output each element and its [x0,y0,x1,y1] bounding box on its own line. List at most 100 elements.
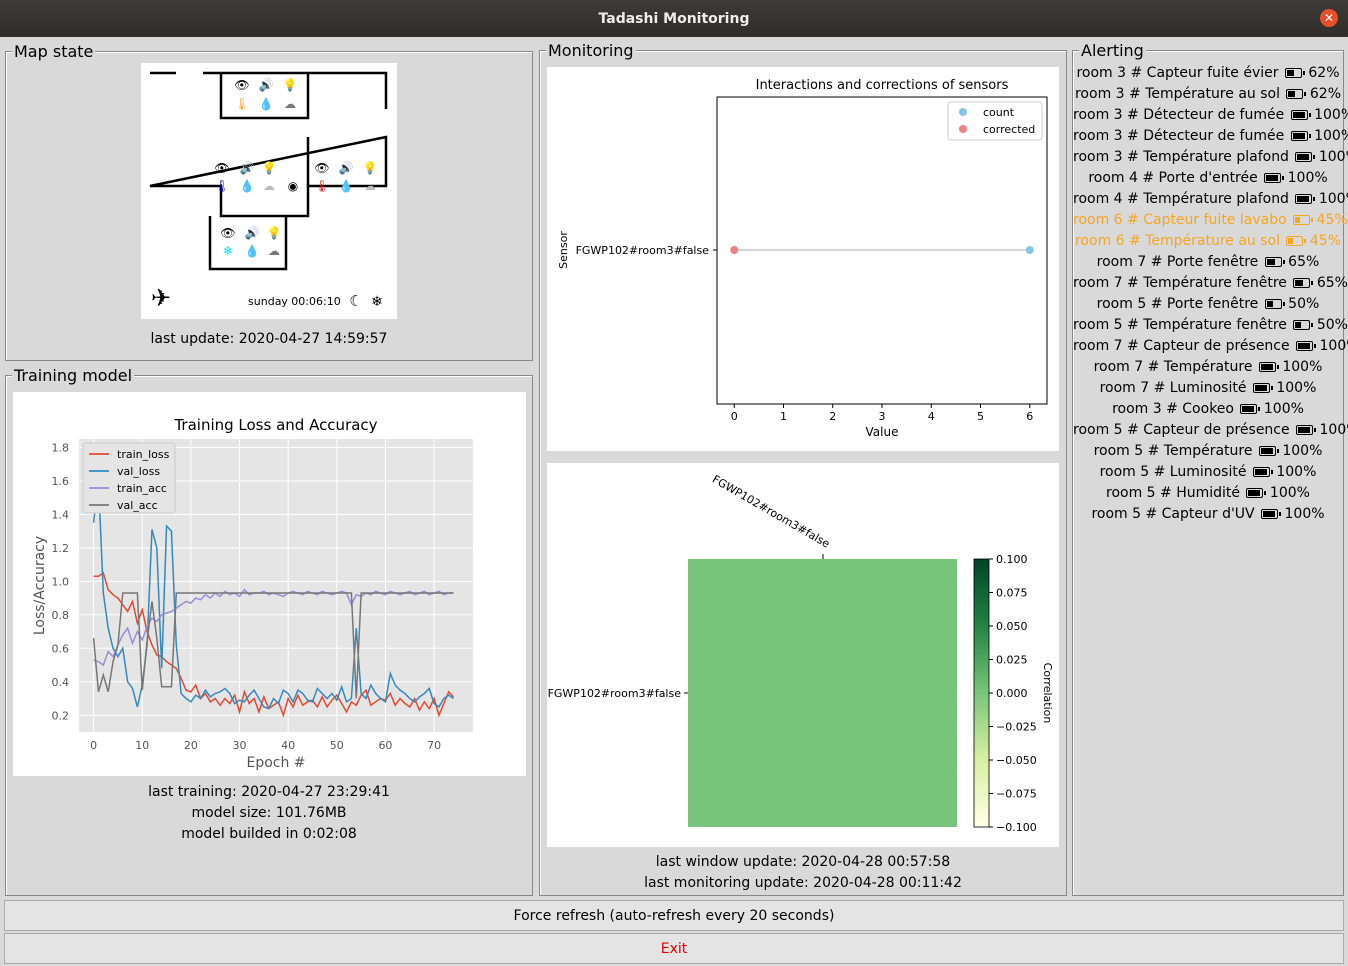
series-line-val_loss [92,480,454,710]
alert-text: room 7 # Température [1093,359,1257,375]
legend-label: corrected [983,123,1035,136]
colorbar-tick-label: 0.075 [996,587,1028,600]
chart-legend: train_loss val_loss train_acc val_acc [82,442,176,514]
battery-level: 65% [1312,275,1348,291]
speaker-icon: 🔊 [259,77,274,92]
x-tick-label: 0 [731,410,738,423]
last-window-update: last window update: 2020-04-28 00:57:58 [655,854,951,870]
battery-icon [1284,68,1305,78]
map-canvas: 👁 🔊 💡 🌡 💧 ☁ 👁 🔊 💡 🌡 💧 ☁ ◉ 👁 🔊 💡 🌡 💧 ☁ [141,63,397,319]
monitoring-frame: Monitoring Interactions and corrections … [539,42,1067,896]
correlation-chart-panel: FGWP102#room3#false FGWP102#room3#false 0.… [547,463,1059,847]
training-chart-panel: 0 10 20 30 40 50 60 70 0.2 0.4 0.6 0.8 1.0 1.2 1.4 1.6 1… [13,392,526,776]
battery-icon [1286,236,1307,246]
thermometer-icon: 🌡 [314,179,329,193]
snowflake-icon: ❄ [371,294,383,310]
close-button[interactable]: ✕ [1320,9,1338,27]
alert-text: room 5 # Luminosité [1099,464,1251,480]
x-tick-label: 10 [135,739,149,752]
battery-level: 100% [1259,401,1304,417]
battery-icon [1261,509,1282,519]
correlation-heatmap: FGWP102#room3#false FGWP102#room3#false 0.… [548,473,1054,834]
alert-item: room 4 # Porte d'entrée 100% [1073,168,1343,189]
alert-item: room 5 # Capteur de présence 100% [1073,420,1348,441]
airplane-icon: ✈ [151,284,171,312]
alert-item: room 3 # Température au sol 62% [1073,84,1343,105]
battery-icon [1258,446,1279,456]
water-drop-icon: 💧 [245,244,260,258]
chart-legend: count corrected [947,101,1043,141]
battery-level: 50% [1283,296,1320,312]
alert-item: room 4 # Température plafond 100% [1073,189,1348,210]
alert-text: room 7 # Température fenêtre [1073,275,1292,291]
last-training: last training: 2020-04-27 23:29:41 [148,784,390,800]
x-tick-label: FGWP102#room3#false [710,473,832,551]
force-refresh-button[interactable]: Force refresh (auto-refresh every 20 sec… [4,900,1344,931]
eye-icon: 👁 [314,161,329,175]
alert-item: room 7 # Luminosité 100% [1073,378,1343,399]
y-tick-label: 1.0 [52,575,70,588]
thermometer-icon: 🌡 [234,97,249,111]
battery-icon [1246,488,1267,498]
y-tick-label: 1.2 [52,542,70,555]
battery-level: 45% [1305,233,1342,249]
y-tick-label: FGWP102#room3#false [576,244,710,257]
alert-item: room 3 # Température plafond 100% [1073,147,1348,168]
x-tick-label: 40 [281,739,295,752]
colorbar-tick-label: −0.100 [996,821,1037,834]
speaker-icon: 🔊 [245,225,260,240]
x-tick-label: 4 [928,410,935,423]
eye-icon: 👁 [234,78,249,92]
cookeo-icon: ◉ [288,179,298,193]
training-model-title: Training model [12,366,135,385]
alert-item: room 3 # Détecteur de fumée 100% [1073,126,1348,147]
x-tick-label: 2 [829,410,836,423]
last-monitoring-update: last monitoring update: 2020-04-28 00:11… [644,875,962,891]
alert-item: room 5 # Luminosité 100% [1073,462,1343,483]
battery-level: 100% [1277,443,1323,459]
battery-icon [1286,89,1307,99]
alert-text: room 7 # Luminosité [1099,380,1251,396]
y-axis-label: Loss/Accuracy [32,536,48,635]
y-tick-label: 1.8 [52,441,70,454]
alert-item: room 3 # Détecteur de fumée 100% [1073,105,1348,126]
battery-icon [1295,194,1316,204]
battery-icon [1293,278,1314,288]
battery-level: 100% [1318,191,1348,207]
alert-text: room 7 # Capteur de présence [1073,338,1295,354]
interactions-corrections-chart: Interactions and corrections of sensors 0… [557,78,1048,439]
x-tick-label: 6 [1026,410,1033,423]
y-tick-label: 0.6 [52,642,70,655]
x-tick-label: 3 [879,410,886,423]
x-tick-label: 60 [378,739,392,752]
battery-level: 100% [1271,380,1317,396]
battery-level: 100% [1314,107,1348,123]
colorbar [973,558,990,828]
heatmap-cell [688,559,957,827]
speaker-icon: 🔊 [240,160,255,175]
x-tick-label: 50 [330,739,344,752]
alert-item: room 7 # Température 100% [1073,357,1343,378]
bulb-icon: 💡 [363,161,378,175]
colorbar-tick-label: −0.050 [996,754,1037,767]
alert-text: room 6 # Capteur fuite lavabo [1073,212,1292,228]
colorbar-tick-label: 0.100 [996,553,1028,566]
map-day: sunday [248,295,288,308]
alert-item: room 7 # Température fenêtre 65% [1073,273,1348,294]
battery-icon [1258,362,1279,372]
battery-level: 62% [1305,86,1342,102]
y-tick-label: 0.4 [52,676,70,689]
alert-text: room 5 # Capteur de présence [1073,422,1295,438]
battery-icon [1264,257,1285,267]
exit-button[interactable]: Exit [4,933,1344,964]
water-drop-icon: 💧 [259,97,274,111]
window-title: Tadashi Monitoring [598,10,750,27]
alert-item: room 3 # Capteur fuite évier 62% [1073,63,1343,84]
series-line-train_loss [93,571,455,718]
alert-text: room 3 # Détecteur de fumée [1073,128,1289,144]
y-tick-label: FGWP102#room3#false [548,687,682,700]
battery-icon [1296,341,1317,351]
water-drop-icon: 💧 [339,179,354,193]
alert-item: room 5 # Capteur d'UV 100% [1073,504,1343,525]
battery-level: 100% [1265,485,1310,501]
